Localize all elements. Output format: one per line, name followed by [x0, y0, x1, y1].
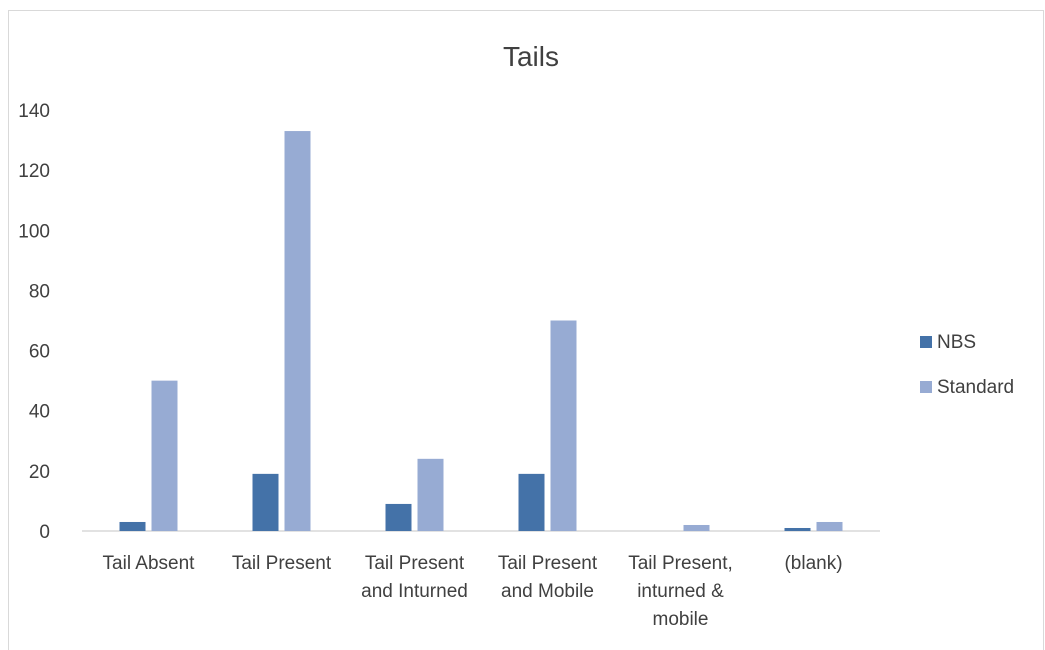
- bar-standard: [683, 524, 710, 531]
- x-axis: Tail Absent Tail Present Tail Present and I…: [82, 530, 880, 630]
- y-tick-label: 140: [18, 101, 50, 122]
- legend-label: NBS: [937, 332, 976, 353]
- x-tick-label: and Inturned: [361, 581, 468, 602]
- x-tick-label: Tail Present: [498, 553, 598, 574]
- bar-nbs: [252, 473, 279, 531]
- y-tick-label: 0: [39, 522, 50, 543]
- y-tick-label: 60: [29, 342, 50, 363]
- y-tick-label: 40: [29, 402, 50, 423]
- y-tick-label: 100: [18, 221, 50, 242]
- legend-label: Standard: [937, 377, 1014, 398]
- legend-swatch: [920, 336, 932, 348]
- bar-nbs: [518, 473, 545, 531]
- x-tick-label: Tail Present: [365, 553, 465, 574]
- x-tick-label: inturned &: [637, 581, 724, 602]
- y-tick-label: 20: [29, 462, 50, 483]
- legend: NBS Standard: [920, 332, 1014, 398]
- bars: [119, 131, 843, 532]
- bar-standard: [284, 131, 311, 532]
- bar-standard: [550, 320, 577, 531]
- chart-frame: [8, 10, 1044, 650]
- x-tick-label: mobile: [653, 609, 709, 630]
- x-tick-label: (blank): [784, 553, 842, 574]
- x-tick-label: Tail Present: [232, 553, 332, 574]
- bar-nbs: [784, 527, 811, 531]
- y-tick-label: 80: [29, 281, 50, 302]
- legend-swatch: [920, 381, 932, 393]
- bar-standard: [816, 521, 843, 531]
- y-axis: 0 20 40 60 80 100 120 140: [18, 101, 50, 543]
- bar-nbs: [119, 521, 146, 531]
- bar-standard: [417, 458, 444, 531]
- x-tick-label: Tail Present,: [628, 553, 733, 574]
- y-tick-label: 120: [18, 161, 50, 182]
- x-tick-label: and Mobile: [501, 581, 594, 602]
- bar-nbs: [385, 503, 412, 531]
- bar-standard: [151, 380, 178, 531]
- x-tick-label: Tail Absent: [103, 553, 196, 574]
- chart-title: Tails: [503, 41, 559, 72]
